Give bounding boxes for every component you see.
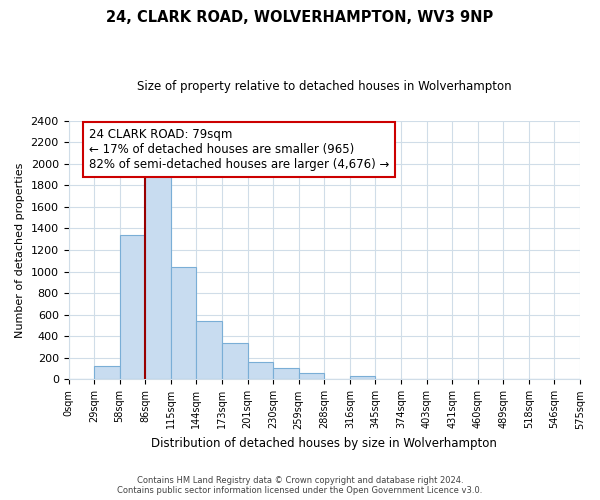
- Text: Contains HM Land Registry data © Crown copyright and database right 2024.
Contai: Contains HM Land Registry data © Crown c…: [118, 476, 482, 495]
- Bar: [299, 373, 324, 380]
- Y-axis label: Number of detached properties: Number of detached properties: [15, 162, 25, 338]
- Bar: [222, 344, 248, 380]
- Bar: [171, 266, 196, 380]
- Bar: [350, 376, 376, 380]
- Bar: [248, 362, 273, 380]
- Title: Size of property relative to detached houses in Wolverhampton: Size of property relative to detached ho…: [137, 80, 512, 93]
- Text: 24 CLARK ROAD: 79sqm
← 17% of detached houses are smaller (965)
82% of semi-deta: 24 CLARK ROAD: 79sqm ← 17% of detached h…: [89, 128, 389, 172]
- Bar: [119, 235, 145, 380]
- Bar: [145, 176, 171, 380]
- X-axis label: Distribution of detached houses by size in Wolverhampton: Distribution of detached houses by size …: [151, 437, 497, 450]
- Bar: [94, 366, 119, 380]
- Text: 24, CLARK ROAD, WOLVERHAMPTON, WV3 9NP: 24, CLARK ROAD, WOLVERHAMPTON, WV3 9NP: [106, 10, 494, 25]
- Bar: [196, 320, 222, 380]
- Bar: [273, 368, 299, 380]
